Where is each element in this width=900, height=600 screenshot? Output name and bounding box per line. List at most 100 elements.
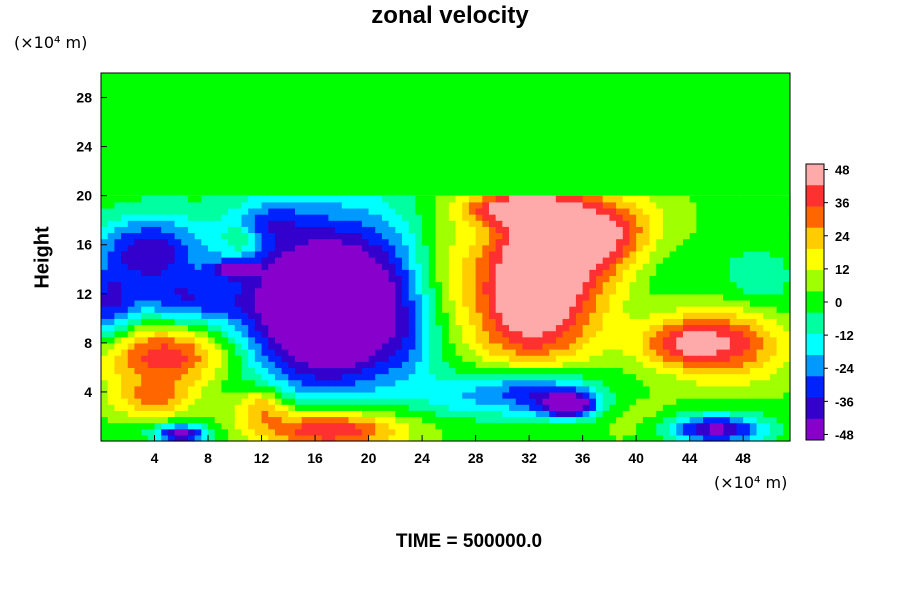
heatmap-cell bbox=[669, 244, 677, 252]
heatmap-cell bbox=[147, 257, 156, 264]
heatmap-cell bbox=[194, 404, 202, 411]
heatmap-cell bbox=[743, 373, 751, 381]
heatmap-cell bbox=[341, 293, 350, 301]
heatmap-cell bbox=[181, 287, 189, 295]
heatmap-cell bbox=[321, 250, 330, 258]
heatmap-cell bbox=[596, 318, 604, 326]
heatmap-cell bbox=[234, 220, 243, 227]
heatmap-cell bbox=[549, 336, 557, 344]
heatmap-cell bbox=[709, 342, 718, 350]
heatmap-cell bbox=[736, 201, 744, 209]
heatmap-cell bbox=[134, 201, 142, 209]
heatmap-cell bbox=[194, 312, 202, 319]
heatmap-cell bbox=[187, 269, 196, 276]
heatmap-cell bbox=[642, 398, 651, 405]
heatmap-cell bbox=[776, 232, 784, 240]
heatmap-cell bbox=[749, 336, 758, 344]
heatmap-cell bbox=[121, 379, 129, 387]
heatmap-cell bbox=[381, 373, 390, 381]
heatmap-cell bbox=[101, 324, 109, 332]
heatmap-cell bbox=[361, 269, 370, 276]
heatmap-cell bbox=[315, 207, 323, 215]
heatmap-cell bbox=[375, 342, 383, 350]
x-tick-label: 12 bbox=[254, 450, 270, 466]
heatmap-cell bbox=[154, 404, 162, 411]
heatmap-cell bbox=[388, 318, 396, 326]
heatmap-cell bbox=[121, 385, 129, 393]
heatmap-cell bbox=[234, 207, 243, 215]
heatmap-cell bbox=[101, 263, 109, 270]
heatmap-cell bbox=[535, 404, 544, 411]
heatmap-cell bbox=[368, 244, 376, 252]
heatmap-cell bbox=[515, 373, 524, 381]
heatmap-cell bbox=[294, 336, 303, 344]
heatmap-cell bbox=[114, 385, 122, 393]
heatmap-cell bbox=[161, 238, 169, 246]
heatmap-cell bbox=[769, 434, 778, 442]
heatmap-cell bbox=[308, 244, 316, 252]
heatmap-cell bbox=[448, 385, 457, 393]
heatmap-cell bbox=[462, 312, 470, 319]
heatmap-cell bbox=[381, 275, 390, 283]
heatmap-cell bbox=[488, 422, 497, 430]
heatmap-cell bbox=[662, 214, 671, 221]
heatmap-cell bbox=[127, 220, 136, 227]
heatmap-cell bbox=[616, 373, 624, 381]
heatmap-cell bbox=[662, 201, 671, 209]
heatmap-cell bbox=[682, 342, 691, 350]
heatmap-cell bbox=[462, 342, 470, 350]
x-tick-label: 40 bbox=[628, 450, 644, 466]
heatmap-cell bbox=[408, 410, 416, 418]
heatmap-cell bbox=[609, 257, 617, 264]
heatmap-cell bbox=[268, 398, 276, 405]
heatmap-cell bbox=[388, 404, 396, 411]
heatmap-cell bbox=[562, 422, 570, 430]
heatmap-cell bbox=[482, 257, 490, 264]
heatmap-cell bbox=[321, 287, 330, 295]
heatmap-cell bbox=[649, 275, 657, 283]
heatmap-cell bbox=[375, 238, 383, 246]
heatmap-cell bbox=[522, 275, 530, 283]
heatmap-cell bbox=[127, 312, 136, 319]
heatmap-cell bbox=[422, 232, 430, 240]
heatmap-cell bbox=[596, 226, 604, 234]
heatmap-cell bbox=[381, 391, 390, 399]
heatmap-cell bbox=[368, 342, 376, 350]
heatmap-cell bbox=[495, 422, 503, 430]
heatmap-cell bbox=[134, 324, 142, 332]
heatmap-cell bbox=[703, 416, 711, 424]
heatmap-cell bbox=[114, 195, 122, 203]
heatmap-cell bbox=[502, 434, 510, 442]
heatmap-cell bbox=[388, 367, 396, 375]
heatmap-cell bbox=[676, 361, 684, 368]
heatmap-cell bbox=[723, 367, 731, 375]
heatmap-cell bbox=[529, 312, 537, 319]
heatmap-cell bbox=[589, 434, 597, 442]
heatmap-cell bbox=[321, 398, 330, 405]
heatmap-cell bbox=[602, 373, 610, 381]
heatmap-cell bbox=[743, 312, 751, 319]
heatmap-cell bbox=[435, 257, 443, 264]
heatmap-cell bbox=[682, 434, 691, 442]
heatmap-cell bbox=[388, 379, 396, 387]
heatmap-cell bbox=[475, 220, 483, 227]
heatmap-cell bbox=[348, 318, 356, 326]
heatmap-cell bbox=[769, 287, 778, 295]
heatmap-cell bbox=[442, 238, 450, 246]
heatmap-cell bbox=[388, 232, 396, 240]
heatmap-cell bbox=[308, 263, 316, 270]
heatmap-cell bbox=[622, 257, 631, 264]
heatmap-cell bbox=[101, 201, 109, 209]
heatmap-cell bbox=[756, 342, 764, 350]
heatmap-cell bbox=[455, 293, 463, 301]
heatmap-cell bbox=[716, 269, 724, 276]
heatmap-cell bbox=[616, 232, 624, 240]
heatmap-cell bbox=[642, 306, 651, 313]
heatmap-cell bbox=[241, 232, 249, 240]
heatmap-cell bbox=[729, 275, 738, 283]
heatmap-cell bbox=[348, 220, 356, 227]
heatmap-cell bbox=[442, 275, 450, 283]
heatmap-cell bbox=[723, 287, 731, 295]
heatmap-cell bbox=[448, 342, 457, 350]
heatmap-cell bbox=[703, 293, 711, 301]
